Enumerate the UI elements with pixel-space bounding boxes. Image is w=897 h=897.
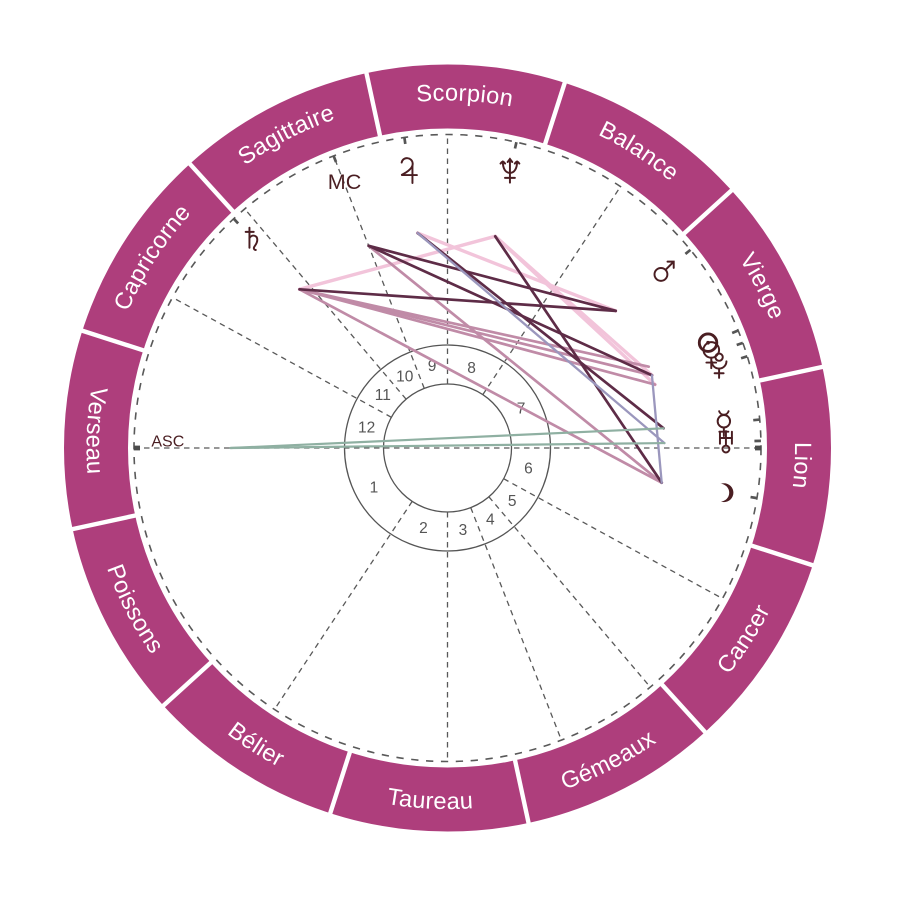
svg-text:9: 9 bbox=[428, 358, 437, 375]
svg-text:MC: MC bbox=[328, 170, 361, 194]
svg-text:3: 3 bbox=[459, 522, 468, 539]
svg-text:ASC: ASC bbox=[151, 434, 184, 451]
svg-text:2: 2 bbox=[419, 520, 428, 537]
svg-text:5: 5 bbox=[508, 493, 517, 510]
svg-text:11: 11 bbox=[375, 387, 391, 404]
svg-text:6: 6 bbox=[524, 461, 533, 478]
svg-text:Taureau: Taureau bbox=[386, 784, 474, 815]
svg-text:4: 4 bbox=[486, 512, 495, 529]
svg-text:10: 10 bbox=[396, 368, 414, 385]
svg-text:8: 8 bbox=[467, 360, 476, 377]
svg-text:1: 1 bbox=[370, 480, 379, 497]
svg-text:12: 12 bbox=[358, 419, 375, 436]
svg-text:Lion: Lion bbox=[787, 442, 815, 490]
